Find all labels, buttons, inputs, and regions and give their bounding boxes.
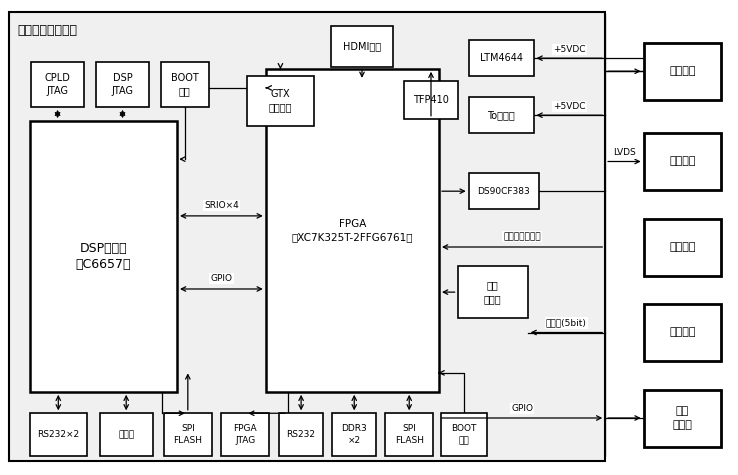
FancyBboxPatch shape (332, 413, 376, 456)
FancyBboxPatch shape (31, 62, 84, 107)
FancyBboxPatch shape (331, 26, 393, 66)
Text: 控制信号: 控制信号 (669, 327, 695, 338)
FancyBboxPatch shape (100, 413, 153, 456)
Text: DDR3
×2: DDR3 ×2 (342, 424, 367, 445)
Text: GTX
参考时钟: GTX 参考时钟 (269, 89, 292, 113)
Text: 对比度(5bit): 对比度(5bit) (546, 319, 587, 327)
Text: 视频输入: 视频输入 (669, 242, 695, 252)
FancyBboxPatch shape (266, 69, 439, 392)
FancyBboxPatch shape (469, 173, 539, 209)
FancyBboxPatch shape (247, 76, 314, 126)
Text: SRIO×4: SRIO×4 (204, 201, 239, 210)
Text: 数字单绿色视频: 数字单绿色视频 (503, 232, 541, 241)
Text: 总线
驱动器: 总线 驱动器 (484, 281, 501, 304)
Text: GPIO: GPIO (511, 404, 533, 413)
Text: RS232×2: RS232×2 (37, 430, 80, 439)
FancyBboxPatch shape (644, 43, 721, 100)
FancyBboxPatch shape (469, 97, 534, 133)
Text: LTM4644: LTM4644 (480, 53, 523, 63)
FancyBboxPatch shape (30, 413, 87, 456)
FancyBboxPatch shape (30, 121, 177, 392)
Text: +5VDC: +5VDC (553, 45, 586, 54)
Text: DSP核心板
（C6657）: DSP核心板 （C6657） (75, 241, 131, 272)
FancyBboxPatch shape (9, 12, 605, 461)
Text: TFP410: TFP410 (413, 95, 449, 105)
Text: LVDS: LVDS (613, 149, 635, 157)
FancyBboxPatch shape (164, 413, 212, 456)
Text: RS232: RS232 (286, 430, 316, 439)
FancyBboxPatch shape (404, 81, 458, 119)
Text: GPIO: GPIO (210, 274, 232, 283)
Text: 备用
离散量: 备用 离散量 (672, 407, 692, 429)
Text: SPI
FLASH: SPI FLASH (395, 424, 424, 445)
Text: 视频输出: 视频输出 (669, 156, 695, 167)
FancyBboxPatch shape (161, 62, 209, 107)
FancyBboxPatch shape (96, 62, 149, 107)
Text: 视频增强处理模块: 视频增强处理模块 (18, 24, 77, 38)
Text: FPGA
JTAG: FPGA JTAG (233, 424, 258, 445)
Text: DS90CF383: DS90CF383 (477, 187, 530, 196)
Text: BOOT
模式: BOOT 模式 (452, 424, 477, 445)
FancyBboxPatch shape (441, 413, 487, 456)
FancyBboxPatch shape (644, 218, 721, 276)
FancyBboxPatch shape (644, 304, 721, 361)
FancyBboxPatch shape (469, 40, 534, 76)
Text: CPLD
JTAG: CPLD JTAG (44, 73, 71, 96)
Text: +5VDC: +5VDC (553, 102, 586, 111)
FancyBboxPatch shape (279, 413, 323, 456)
FancyBboxPatch shape (458, 266, 528, 318)
Text: FPGA
（XC7K325T-2FFG6761）: FPGA （XC7K325T-2FFG6761） (292, 219, 413, 242)
Text: BOOT
模式: BOOT 模式 (171, 73, 199, 96)
FancyBboxPatch shape (385, 413, 433, 456)
Text: DSP
JTAG: DSP JTAG (111, 73, 134, 96)
Text: SPI
FLASH: SPI FLASH (173, 424, 202, 445)
Text: 以太网: 以太网 (118, 430, 134, 439)
FancyBboxPatch shape (221, 413, 269, 456)
FancyBboxPatch shape (644, 133, 721, 190)
Text: HDMI母座: HDMI母座 (343, 41, 381, 51)
Text: 电源输入: 电源输入 (669, 66, 695, 76)
FancyBboxPatch shape (644, 390, 721, 446)
Text: To核心板: To核心板 (487, 110, 515, 120)
